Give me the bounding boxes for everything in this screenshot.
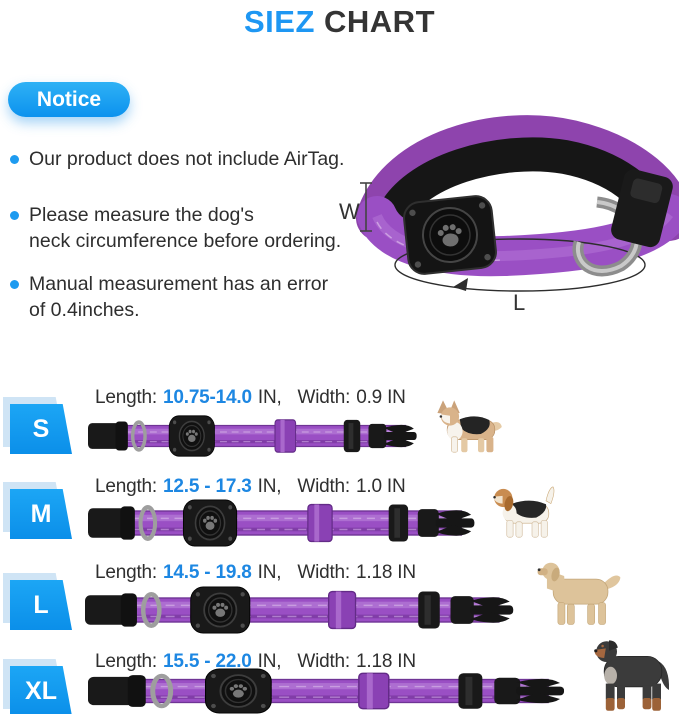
width-value: 1.18 IN xyxy=(356,562,416,583)
length-annotation xyxy=(394,238,646,292)
airtag-holder-icon xyxy=(403,195,497,275)
width-label: Width: xyxy=(297,562,350,583)
dog-golden-retriever-icon xyxy=(537,562,621,625)
collar-image-l xyxy=(85,586,515,634)
badge-letter: M xyxy=(10,489,72,539)
size-spec-m: Length: 12.5 - 17.3 IN, Width: 1.0 IN xyxy=(95,476,406,498)
bullet-text: Our product does not include AirTag. xyxy=(29,148,345,170)
length-arrowhead-icon xyxy=(453,278,468,291)
buckle-icon xyxy=(611,169,673,248)
width-label: Width: xyxy=(297,387,351,408)
size-badge-s: S xyxy=(3,397,72,454)
size-spec-s: Length: 10.75-14.0 IN, Width: 0.9 IN xyxy=(95,387,406,409)
w-label: W xyxy=(339,199,360,224)
collar-image-s xyxy=(88,415,418,457)
length-unit: IN, xyxy=(257,651,282,672)
size-spec-xl: Length: 15.5 - 22.0 IN, Width: 1.18 IN xyxy=(95,651,416,673)
length-unit: IN, xyxy=(257,387,282,408)
page-title: SIEZ CHART xyxy=(0,4,679,40)
length-unit: IN, xyxy=(257,562,282,583)
badge-letter: L xyxy=(10,580,72,630)
bullet-text: Manual measurement has an error of 0.4in… xyxy=(29,273,329,321)
width-value: 1.18 IN xyxy=(356,651,416,672)
collar-image-m xyxy=(88,499,476,547)
length-value: 15.5 - 22.0 xyxy=(163,651,252,672)
notice-badge-label: Notice xyxy=(36,87,102,111)
length-label: Length: xyxy=(95,387,157,408)
l-label: L xyxy=(513,290,525,315)
dog-corgi-icon xyxy=(437,400,502,453)
bullet-text: Please measure the dog's neck circumfere… xyxy=(29,204,342,252)
hero-collar-photo: W L xyxy=(339,115,679,315)
notice-bullet: Our product does not include AirTag. xyxy=(10,147,344,173)
dog-beagle-icon xyxy=(493,486,555,538)
length-label: Length: xyxy=(95,562,157,583)
paw-print-icon xyxy=(437,224,462,247)
size-badge-m: M xyxy=(3,482,72,539)
bullet-dot-icon xyxy=(10,155,19,164)
notice-badge: Notice xyxy=(8,82,130,117)
width-annotation xyxy=(360,182,372,232)
length-value: 12.5 - 17.3 xyxy=(163,476,252,497)
dog-rottweiler-icon xyxy=(594,640,670,711)
length-value: 10.75-14.0 xyxy=(163,387,252,408)
badge-letter: S xyxy=(10,404,72,454)
size-badge-xl: XL xyxy=(3,659,72,714)
collar-image-xl xyxy=(88,668,566,714)
size-spec-l: Length: 14.5 - 19.8 IN, Width: 1.18 IN xyxy=(95,562,416,584)
width-label: Width: xyxy=(297,651,350,672)
bullet-dot-icon xyxy=(10,280,19,289)
width-label: Width: xyxy=(297,476,350,497)
title-rest: CHART xyxy=(324,4,436,39)
width-value: 0.9 IN xyxy=(356,387,406,408)
width-value: 1.0 IN xyxy=(356,476,406,497)
notice-bullet: Please measure the dog's neck circumfere… xyxy=(10,203,341,254)
length-unit: IN, xyxy=(257,476,282,497)
length-label: Length: xyxy=(95,651,157,672)
size-badge-l: L xyxy=(3,573,72,630)
length-label: Length: xyxy=(95,476,157,497)
badge-letter: XL xyxy=(10,666,72,714)
notice-bullet: Manual measurement has an error of 0.4in… xyxy=(10,272,328,323)
title-highlight: SIEZ xyxy=(243,4,315,39)
bullet-dot-icon xyxy=(10,211,19,220)
length-value: 14.5 - 19.8 xyxy=(163,562,252,583)
